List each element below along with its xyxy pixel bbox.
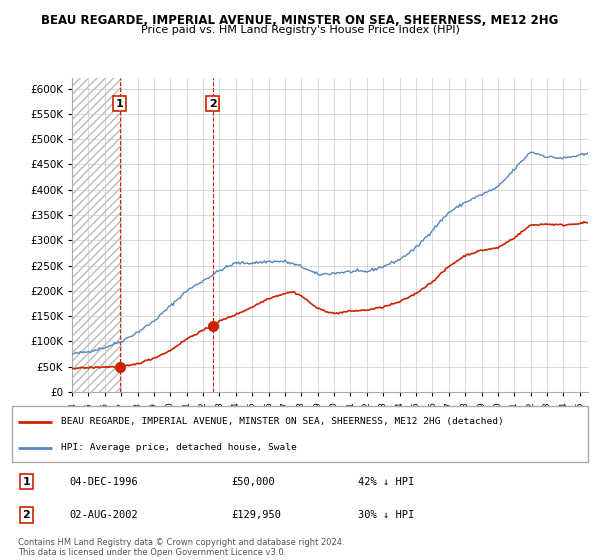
- Text: BEAU REGARDE, IMPERIAL AVENUE, MINSTER ON SEA, SHEERNESS, ME12 2HG (detached): BEAU REGARDE, IMPERIAL AVENUE, MINSTER O…: [61, 417, 504, 426]
- Text: £129,950: £129,950: [231, 510, 281, 520]
- Text: HPI: Average price, detached house, Swale: HPI: Average price, detached house, Swal…: [61, 444, 297, 452]
- Text: Price paid vs. HM Land Registry's House Price Index (HPI): Price paid vs. HM Land Registry's House …: [140, 25, 460, 35]
- Text: 1: 1: [23, 477, 30, 487]
- Text: 30% ↓ HPI: 30% ↓ HPI: [358, 510, 414, 520]
- FancyBboxPatch shape: [12, 406, 588, 462]
- Text: 2: 2: [209, 99, 217, 109]
- Text: £50,000: £50,000: [231, 477, 275, 487]
- Text: 42% ↓ HPI: 42% ↓ HPI: [358, 477, 414, 487]
- Text: 02-AUG-2002: 02-AUG-2002: [70, 510, 139, 520]
- Text: 2: 2: [23, 510, 30, 520]
- Text: BEAU REGARDE, IMPERIAL AVENUE, MINSTER ON SEA, SHEERNESS, ME12 2HG: BEAU REGARDE, IMPERIAL AVENUE, MINSTER O…: [41, 14, 559, 27]
- Text: Contains HM Land Registry data © Crown copyright and database right 2024.
This d: Contains HM Land Registry data © Crown c…: [18, 538, 344, 557]
- Text: 1: 1: [116, 99, 124, 109]
- Text: 04-DEC-1996: 04-DEC-1996: [70, 477, 139, 487]
